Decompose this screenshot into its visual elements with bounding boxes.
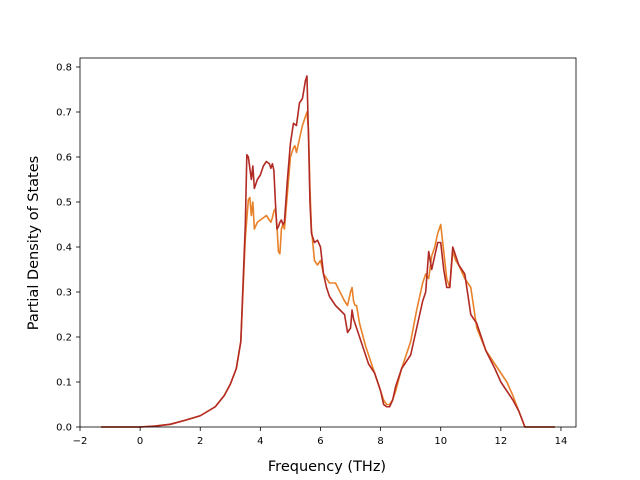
x-tick-label: 10 [434, 436, 447, 447]
x-tick-label: 2 [197, 436, 203, 447]
y-axis: 0.0 0.1 0.2 0.3 0.4 0.5 0.6 0.7 0.8 [56, 63, 80, 434]
x-tick-label: −2 [73, 436, 88, 447]
x-tick-label: 12 [494, 436, 507, 447]
x-tick-label: 14 [555, 436, 568, 447]
y-tick-label: 0.5 [56, 198, 72, 209]
x-tick-label: 8 [377, 436, 383, 447]
y-tick-label: 0.4 [56, 243, 72, 254]
series-line-1 [101, 111, 555, 428]
plot-frame [79, 57, 577, 428]
y-tick-label: 0.8 [56, 63, 72, 74]
y-tick-label: 0.7 [56, 108, 72, 119]
y-tick-label: 0.2 [56, 333, 72, 344]
y-tick-label: 0.6 [56, 153, 72, 164]
y-tick-label: 0.3 [56, 288, 72, 299]
x-tick-label: 0 [137, 436, 143, 447]
x-axis: −2 0 2 4 6 8 10 12 14 [73, 427, 568, 447]
series-layer [101, 75, 555, 428]
y-tick-label: 0.0 [56, 423, 72, 434]
x-tick-label: 4 [257, 436, 263, 447]
x-axis-label: Frequency (THz) [268, 459, 386, 475]
series-line-2 [101, 75, 555, 428]
x-tick-label: 6 [317, 436, 323, 447]
y-axis-label: Partial Density of States [26, 156, 42, 330]
y-tick-label: 0.1 [56, 378, 72, 389]
